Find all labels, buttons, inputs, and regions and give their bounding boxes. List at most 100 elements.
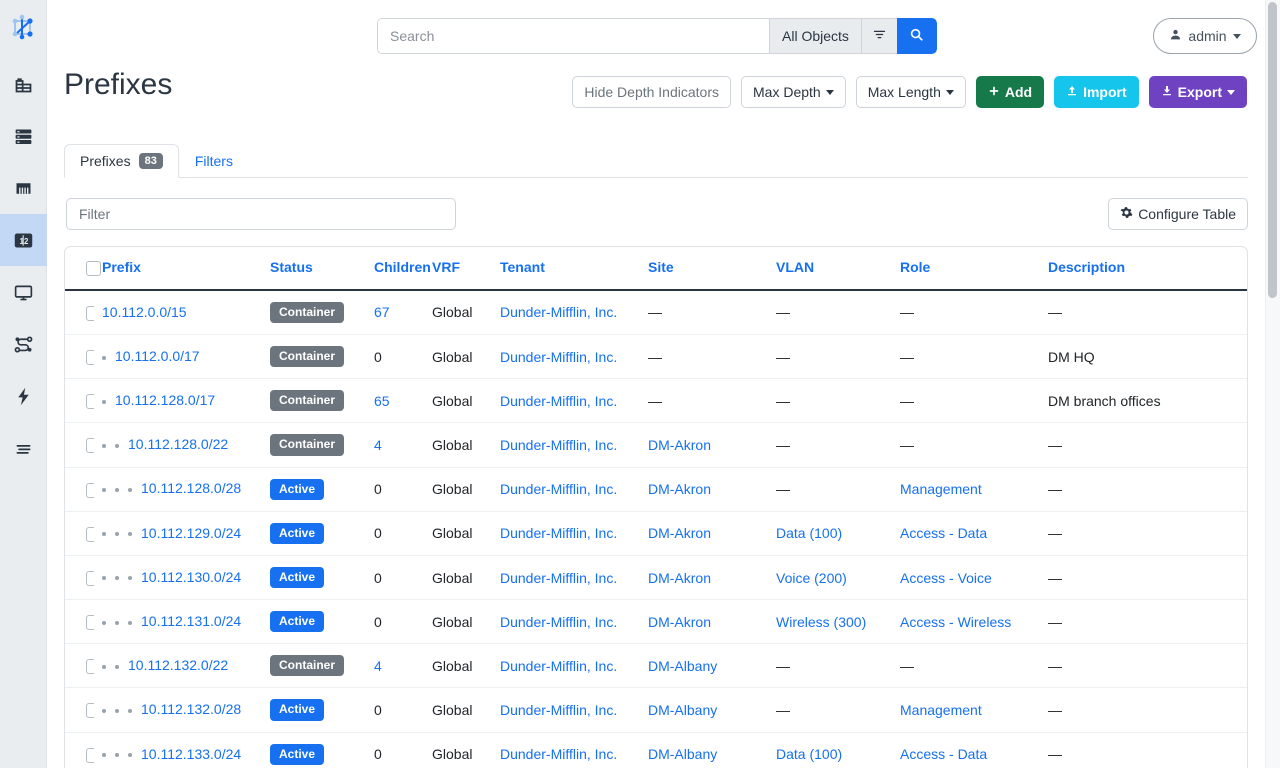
column-header-vlan[interactable]: VLAN <box>768 247 892 291</box>
row-checkbox[interactable] <box>86 703 94 719</box>
cell-vlan[interactable]: Data (100) <box>776 525 843 542</box>
app-logo[interactable] <box>0 0 47 58</box>
tab-prefixes[interactable]: Prefixes 83 <box>64 144 179 178</box>
cell-role[interactable]: Access - Data <box>900 746 988 763</box>
cell-site[interactable]: DM-Akron <box>648 569 712 586</box>
row-checkbox[interactable] <box>86 615 94 631</box>
max-length-dropdown[interactable]: Max Length <box>855 76 966 108</box>
cell-children[interactable]: 67 <box>374 304 390 321</box>
cell-prefix[interactable]: 10.112.130.0/24 <box>141 568 242 585</box>
table-row[interactable]: 10.112.131.0/24 Active 0 Global Dunder-Miffl… <box>65 599 1247 645</box>
row-checkbox[interactable] <box>86 747 94 763</box>
import-button[interactable]: Import <box>1054 76 1139 108</box>
table-row[interactable]: 10.112.128.0/17 Container 65 Global Dunder-M… <box>65 378 1247 424</box>
page-scrollbar[interactable] <box>1265 0 1280 768</box>
filter-input[interactable] <box>66 198 456 230</box>
cell-prefix[interactable]: 10.112.133.0/24 <box>141 745 242 762</box>
column-header-description[interactable]: Description <box>1040 247 1247 291</box>
cell-tenant[interactable]: Dunder-Mifflin, Inc. <box>500 348 618 365</box>
column-header-vrf[interactable]: VRF <box>424 247 492 291</box>
table-row[interactable]: 10.112.130.0/24 Active 0 Global Dunder-Miffl… <box>65 555 1247 601</box>
cell-tenant[interactable]: Dunder-Mifflin, Inc. <box>500 481 618 498</box>
cell-site[interactable]: DM-Albany <box>648 657 718 674</box>
row-checkbox[interactable] <box>86 482 94 498</box>
cell-site[interactable]: DM-Akron <box>648 481 712 498</box>
cell-prefix[interactable]: 10.112.0.0/17 <box>115 347 200 364</box>
cell-prefix[interactable]: 10.112.128.0/17 <box>115 392 216 409</box>
search-filter-button[interactable] <box>860 18 897 54</box>
cell-tenant[interactable]: Dunder-Mifflin, Inc. <box>500 657 618 674</box>
row-checkbox[interactable] <box>86 659 94 675</box>
cell-vlan[interactable]: Data (100) <box>776 746 843 763</box>
row-checkbox[interactable] <box>86 570 94 586</box>
cell-role[interactable]: Access - Data <box>900 525 988 542</box>
cell-prefix[interactable]: 10.112.132.0/28 <box>141 701 242 718</box>
sidebar-item-circuits[interactable] <box>0 318 47 370</box>
cell-role[interactable]: Management <box>900 702 982 719</box>
column-header-tenant[interactable]: Tenant <box>492 247 640 291</box>
export-button[interactable]: Export <box>1148 76 1247 108</box>
user-menu-button[interactable]: admin <box>1153 18 1257 54</box>
cell-tenant[interactable]: Dunder-Mifflin, Inc. <box>500 392 618 409</box>
column-header-status[interactable]: Status <box>262 247 366 291</box>
sidebar-item-power[interactable] <box>0 370 47 422</box>
cell-prefix[interactable]: 10.112.128.0/28 <box>141 480 242 497</box>
table-row[interactable]: 10.112.129.0/24 Active 0 Global Dunder-Miffl… <box>65 511 1247 556</box>
configure-table-button[interactable]: Configure Table <box>1108 198 1248 230</box>
cell-tenant[interactable]: Dunder-Mifflin, Inc. <box>500 436 618 453</box>
cell-children[interactable]: 4 <box>374 657 382 674</box>
table-row[interactable]: 10.112.128.0/28 Active 0 Global Dunder-Miffl… <box>65 467 1247 512</box>
cell-vlan[interactable]: Voice (200) <box>776 569 847 586</box>
cell-prefix[interactable]: 10.112.0.0/15 <box>102 304 187 321</box>
cell-tenant[interactable]: Dunder-Mifflin, Inc. <box>500 613 618 630</box>
table-row[interactable]: 10.112.128.0/22 Container 4 Global Dunder-Mi… <box>65 422 1247 468</box>
cell-tenant[interactable]: Dunder-Mifflin, Inc. <box>500 525 618 542</box>
row-checkbox[interactable] <box>86 394 94 410</box>
sidebar-item-devices[interactable] <box>0 110 47 162</box>
search-input[interactable] <box>377 18 769 54</box>
search-scope-selector[interactable]: All Objects <box>769 18 861 54</box>
column-header-prefix[interactable]: Prefix <box>94 247 262 291</box>
column-header-site[interactable]: Site <box>640 247 768 291</box>
cell-children[interactable]: 4 <box>374 436 382 453</box>
cell-prefix[interactable]: 10.112.128.0/22 <box>128 436 229 453</box>
max-depth-dropdown[interactable]: Max Depth <box>741 76 846 108</box>
sidebar-item-connections[interactable] <box>0 162 47 214</box>
cell-tenant[interactable]: Dunder-Mifflin, Inc. <box>500 304 618 321</box>
cell-site[interactable]: DM-Albany <box>648 702 718 719</box>
page-scrollbar-thumb[interactable] <box>1268 2 1277 298</box>
hide-depth-indicators-button[interactable]: Hide Depth Indicators <box>572 76 731 108</box>
cell-tenant[interactable]: Dunder-Mifflin, Inc. <box>500 569 618 586</box>
cell-tenant[interactable]: Dunder-Mifflin, Inc. <box>500 746 618 763</box>
cell-role[interactable]: Access - Voice <box>900 569 992 586</box>
add-button[interactable]: Add <box>975 76 1045 108</box>
search-submit-button[interactable] <box>896 18 937 54</box>
table-row[interactable]: 10.112.132.0/28 Active 0 Global Dunder-Miffl… <box>65 687 1247 733</box>
row-checkbox[interactable] <box>86 305 94 321</box>
cell-site[interactable]: DM-Akron <box>648 525 712 542</box>
table-row[interactable]: 10.112.133.0/24 Active 0 Global Dunder-Miffl… <box>65 732 1247 768</box>
sidebar-item-other[interactable] <box>0 422 47 474</box>
sidebar-item-ipam[interactable]: 1 2 <box>0 214 47 266</box>
tab-filters[interactable]: Filters <box>179 144 249 178</box>
cell-role[interactable]: Management <box>900 481 982 498</box>
cell-site[interactable]: DM-Akron <box>648 613 712 630</box>
cell-role[interactable]: Access - Wireless <box>900 613 1012 630</box>
row-checkbox[interactable] <box>86 526 94 542</box>
column-header-children[interactable]: Children <box>366 247 431 291</box>
sidebar-item-virtualization[interactable] <box>0 266 47 318</box>
table-row[interactable]: 10.112.0.0/17 Container 0 Global Dunder-Miff… <box>65 334 1247 380</box>
sidebar-item-organization[interactable] <box>0 58 47 110</box>
cell-site[interactable]: DM-Akron <box>648 436 712 453</box>
cell-site[interactable]: DM-Albany <box>648 746 718 763</box>
column-header-role[interactable]: Role <box>892 247 1040 291</box>
row-checkbox[interactable] <box>86 349 94 365</box>
cell-prefix[interactable]: 10.112.129.0/24 <box>141 524 242 541</box>
cell-prefix[interactable]: 10.112.132.0/22 <box>128 657 229 674</box>
table-row[interactable]: 10.112.0.0/15 Container 67 Global Dunder-Mif… <box>65 289 1247 335</box>
select-all-checkbox[interactable] <box>86 260 101 276</box>
table-row[interactable]: 10.112.132.0/22 Container 4 Global Dunder-Mi… <box>65 643 1247 689</box>
cell-prefix[interactable]: 10.112.131.0/24 <box>141 613 242 630</box>
cell-tenant[interactable]: Dunder-Mifflin, Inc. <box>500 702 618 719</box>
cell-vlan[interactable]: Wireless (300) <box>776 613 867 630</box>
